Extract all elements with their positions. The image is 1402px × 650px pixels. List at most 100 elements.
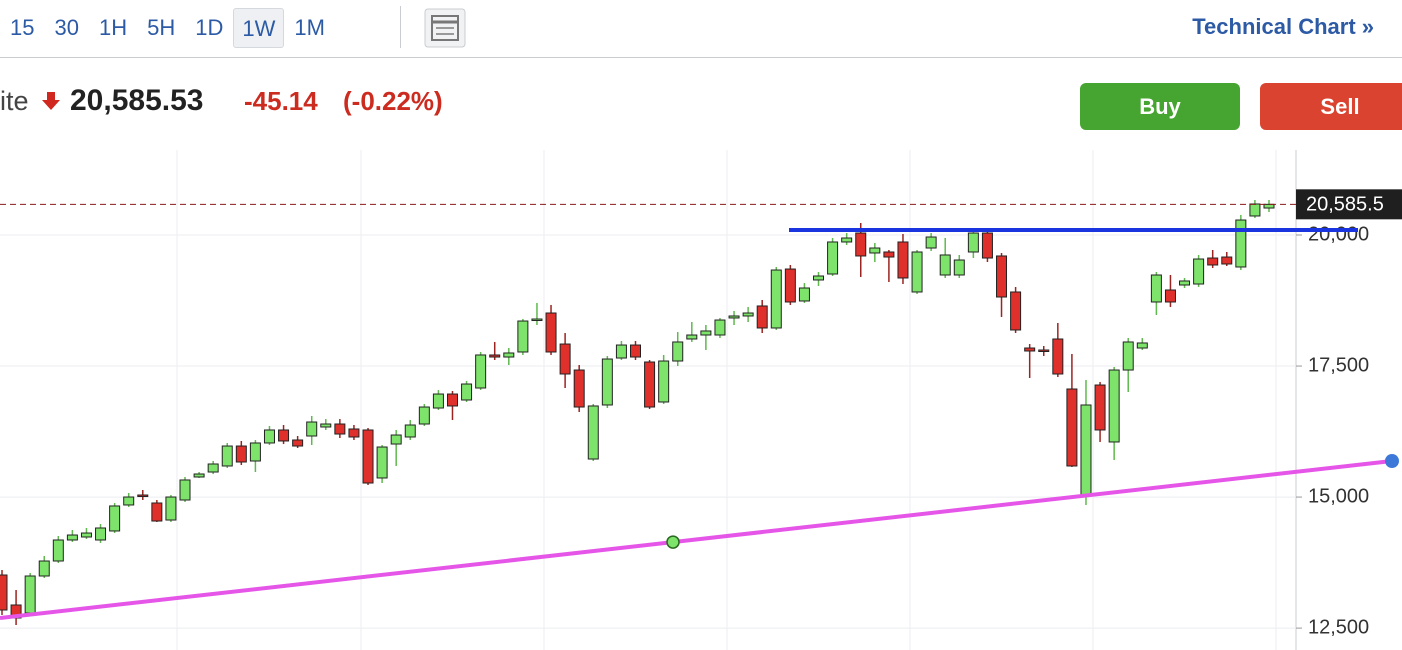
layout-icon[interactable] — [424, 8, 466, 48]
candle-body — [1221, 256, 1233, 265]
candle-body — [193, 473, 205, 478]
candle-body — [123, 496, 135, 506]
candle-body — [362, 429, 374, 484]
candle-body — [517, 320, 529, 353]
y-tick-label: 12,500 — [1308, 616, 1369, 638]
quote-change: -45.14 — [244, 86, 318, 116]
candle-body — [475, 354, 487, 389]
candle-body — [770, 269, 782, 329]
candle-body — [573, 369, 585, 408]
candle-body — [1094, 384, 1106, 431]
candle-body — [263, 429, 275, 444]
candle-body — [756, 305, 768, 329]
trendline — [0, 459, 1393, 620]
candle-body — [981, 232, 993, 259]
candle-body — [489, 354, 501, 358]
candle-body — [1066, 388, 1078, 467]
candle-body — [784, 268, 796, 303]
candle-body — [700, 330, 712, 336]
candle-body — [1080, 404, 1092, 497]
arrow-shape — [42, 92, 60, 110]
candle-body — [827, 241, 839, 275]
candle-body — [601, 358, 613, 406]
candle-body — [728, 315, 740, 319]
separator — [400, 6, 401, 48]
candle-body — [0, 574, 8, 611]
candle-body — [348, 428, 360, 438]
candle-body — [1179, 280, 1191, 286]
down-arrow — [42, 92, 60, 110]
interval-tabs: 15 30 1H 5H 1D 1W 1M — [0, 6, 335, 50]
candle-body — [545, 312, 557, 353]
candle-body — [644, 361, 656, 408]
candle-body — [798, 287, 810, 302]
candle-body — [418, 406, 430, 425]
quote-change-pct: (-0.22%) — [343, 86, 443, 116]
candle-body — [179, 479, 191, 501]
candle-body — [66, 534, 78, 541]
candle-body — [151, 502, 163, 522]
candle-body — [1249, 203, 1261, 217]
candle-body — [137, 494, 149, 498]
candle-body — [306, 421, 318, 437]
candle-body — [235, 445, 247, 463]
candle-body — [559, 343, 571, 375]
y-tick-label: 17,500 — [1308, 354, 1369, 376]
candle-body — [841, 237, 853, 243]
interval-tab[interactable]: 1M — [294, 15, 325, 40]
candle-body — [1136, 342, 1148, 349]
candle-body — [292, 439, 304, 447]
candle-body — [109, 505, 121, 532]
icon-box — [431, 15, 459, 41]
candle-body — [95, 527, 107, 541]
candle-body — [686, 334, 698, 340]
candle-body — [52, 539, 64, 562]
interval-tab[interactable]: 1W — [233, 8, 285, 48]
candle-body — [278, 429, 290, 442]
candle-body — [207, 463, 219, 473]
trendline-handle — [666, 535, 680, 549]
last-price-box — [1296, 189, 1402, 220]
candle-body — [587, 405, 599, 460]
candle-body — [461, 383, 473, 401]
last-price-label: 20,585.5 — [1306, 194, 1384, 216]
quote-name: ite — [0, 86, 29, 116]
candle-body — [221, 445, 233, 467]
candle-body — [1263, 203, 1275, 209]
candle-body — [630, 344, 641, 358]
candle-body — [742, 312, 754, 317]
y-tick-label: 20,000 — [1308, 223, 1369, 245]
buy-button[interactable]: Buy — [1080, 83, 1240, 130]
candle-body — [855, 232, 867, 257]
candle-body — [1038, 349, 1050, 352]
interval-tab[interactable]: 15 — [10, 15, 35, 40]
candle-body — [334, 423, 346, 435]
candle-body — [1052, 338, 1064, 375]
candle-body — [1164, 289, 1176, 303]
candle-body — [446, 393, 458, 407]
candle-body — [80, 532, 92, 538]
trendline-handle — [1385, 454, 1399, 469]
candle-body — [38, 560, 50, 577]
candle-body — [376, 446, 388, 479]
candle-body — [939, 254, 951, 276]
interval-tab[interactable]: 30 — [54, 15, 79, 40]
candle-body — [996, 255, 1008, 298]
y-tick-label: 15,000 — [1308, 485, 1369, 507]
candle-body — [925, 236, 937, 249]
candle-body — [813, 275, 825, 281]
sell-button[interactable]: Sell — [1260, 83, 1402, 130]
candle-body — [911, 251, 923, 293]
interval-tab[interactable]: 1D — [195, 15, 224, 40]
technical-chart-link[interactable]: Technical Chart » — [1192, 14, 1374, 39]
interval-tab[interactable]: 5H — [147, 15, 176, 40]
candle-body — [615, 344, 627, 359]
candle-body — [390, 434, 402, 445]
candle-body — [249, 442, 261, 462]
candle-body — [672, 341, 684, 362]
interval-tab[interactable]: 1H — [98, 15, 128, 40]
candle-body — [1024, 347, 1036, 352]
candle-body — [953, 259, 965, 276]
